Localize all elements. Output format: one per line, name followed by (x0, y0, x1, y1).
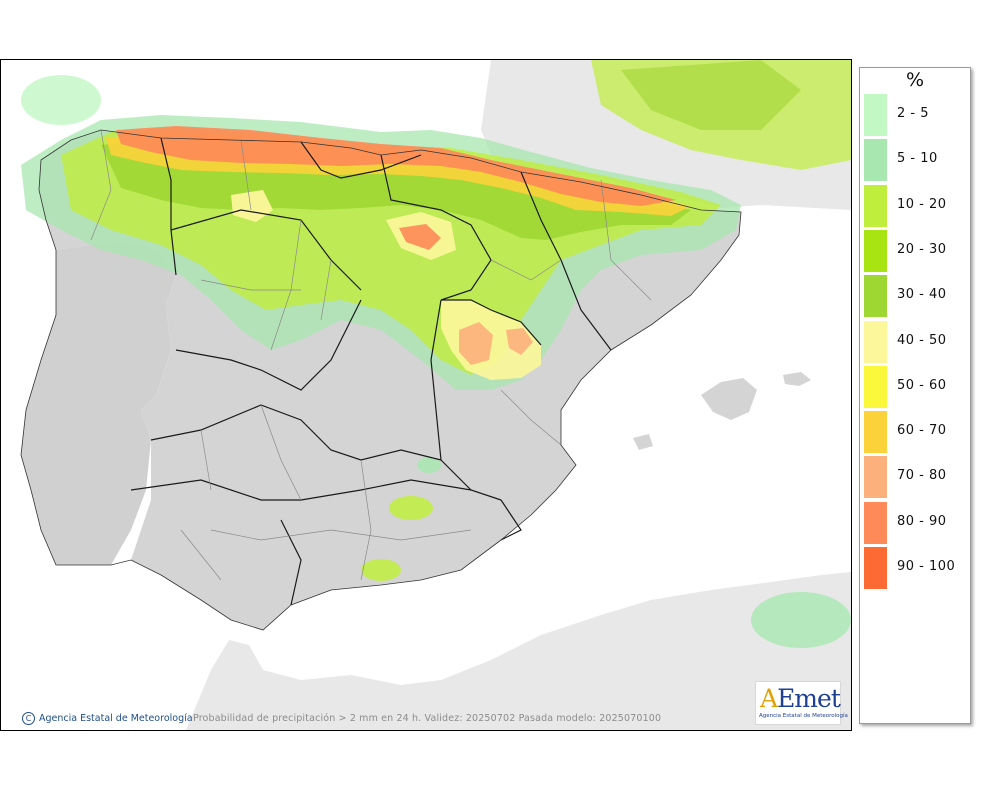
legend-item: 50 - 60 (864, 365, 968, 408)
precipitation-probability-map (0, 59, 852, 731)
aemet-logo-wordmark: AEmet (760, 684, 841, 713)
legend-item: 5 - 10 (864, 139, 968, 182)
legend-item: 70 - 80 (864, 456, 968, 499)
map-caption: Probabilidad de precipitación > 2 mm en … (193, 713, 662, 724)
precip-zone-iberian-core-2 (506, 328, 533, 355)
precip-zone-moncayo-core (399, 224, 441, 250)
legend-swatch (864, 320, 887, 363)
legend-label: 80 - 90 (897, 513, 947, 529)
legend-label: 20 - 30 (897, 241, 947, 257)
precip-zone-south-2 (361, 559, 401, 581)
agency-credit: C Agencia Estatal de Meteorología (22, 712, 193, 725)
legend-item: 60 - 70 (864, 411, 968, 454)
legend-label: 40 - 50 (897, 332, 947, 348)
legend-item: 80 - 90 (864, 501, 968, 544)
legend-swatch (864, 547, 887, 589)
legend-label: 50 - 60 (897, 377, 947, 393)
legend-label: 60 - 70 (897, 423, 947, 439)
legend-item: 10 - 20 (864, 184, 968, 227)
aemet-logo-subtitle: Agencia Estatal de Meteorología (759, 713, 848, 719)
legend-swatch (864, 456, 887, 499)
copyright-icon: C (22, 712, 35, 725)
legend-item: 30 - 40 (864, 275, 968, 318)
legend-swatch (864, 365, 887, 408)
legend-unit: % (905, 69, 925, 91)
precip-zone-ne-france-2 (621, 60, 801, 130)
legend-swatch (864, 139, 887, 182)
legend-label: 10 - 20 (897, 196, 947, 212)
precip-zone-south-3 (417, 457, 441, 473)
agency-credit-text: Agencia Estatal de Meteorología (39, 713, 193, 724)
mallorca-land (701, 378, 757, 420)
legend-swatch (864, 411, 887, 454)
north-africa-land (186, 572, 851, 730)
precip-zone-iberian-core (459, 322, 493, 365)
legend-swatch (864, 501, 887, 544)
legend-swatch (864, 94, 887, 136)
precip-zone-south-1 (389, 496, 433, 520)
legend-swatch (864, 229, 887, 272)
precip-zone-cantabrian-sea (21, 75, 101, 125)
legend-label: 90 - 100 (897, 559, 956, 574)
legend-label: 5 - 10 (897, 151, 938, 167)
menorca-land (783, 372, 811, 386)
aemet-logo: AEmet Agencia Estatal de Meteorología (755, 681, 848, 725)
legend-item: 90 - 100 (864, 547, 968, 589)
precip-zone-north-5 (116, 126, 676, 206)
legend: % 2 - 5 5 - 10 10 - 20 20 - 30 30 - 40 40 - 5… (859, 67, 971, 724)
ibiza-land (633, 434, 653, 450)
coastline (20, 129, 742, 631)
portugal-land (21, 240, 176, 565)
legend-label: 70 - 80 (897, 468, 947, 484)
legend-swatch (864, 275, 887, 318)
legend-item: 2 - 5 (864, 94, 968, 136)
legend-item: 20 - 30 (864, 229, 968, 272)
legend-label: 2 - 5 (897, 106, 929, 121)
legend-swatch (864, 184, 887, 227)
precip-zone-algeria (751, 592, 851, 648)
province-boundaries (90, 129, 652, 581)
legend-item: 40 - 50 (864, 320, 968, 363)
legend-label: 30 - 40 (897, 287, 947, 303)
